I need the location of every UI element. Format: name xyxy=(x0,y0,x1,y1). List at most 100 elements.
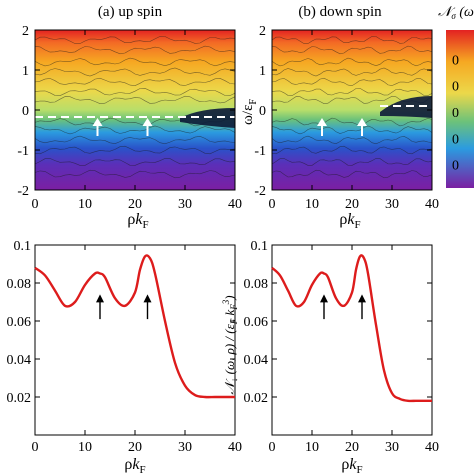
y-tick-label: -1 xyxy=(254,144,266,159)
contour-line xyxy=(34,67,236,77)
line-d-ticks: 0.1 0.08 0.06 0.04 0.02 0 10 20 30 40 xyxy=(244,239,440,455)
x-tick-label: 0 xyxy=(32,440,39,455)
line-c-arrows xyxy=(96,294,152,320)
contour-line xyxy=(34,125,236,135)
x-tick-label: 40 xyxy=(425,440,439,455)
heatmap-panel-up-spin: (a) up spin 210-1-2 0 10 20 30 40 ρkF xyxy=(17,4,242,231)
arrow-head xyxy=(317,118,327,126)
panel-d-ylabel: 𝒩↓ (ω, ρ) / (εF kF3) xyxy=(221,295,239,394)
arrow-head xyxy=(320,294,328,303)
colorbar-ticks: 0 0 0 0 0 xyxy=(452,53,459,173)
contour-line xyxy=(271,36,433,44)
panel-b-ylabel: ω/εF xyxy=(240,99,259,125)
line-d-series xyxy=(271,254,432,403)
y-tick-label: -2 xyxy=(254,184,266,199)
contour-line xyxy=(271,135,433,145)
colorbar-label: 𝒩σ (ω, ρ) / xyxy=(438,5,474,21)
heatmap-b-contours xyxy=(271,36,433,179)
line-d-arrows xyxy=(320,294,366,320)
line-c-series xyxy=(34,254,235,399)
contour-line xyxy=(271,77,433,87)
contour-line xyxy=(34,57,236,67)
panel-c-xlabel: ρkF xyxy=(124,456,145,474)
contour-line xyxy=(34,95,236,105)
contour-line xyxy=(34,158,236,166)
y-tick-label: 0.08 xyxy=(7,277,32,292)
line-panel-up-spin: 0.1 0.08 0.06 0.04 0.02 0 10 20 30 40 ρkF xyxy=(7,239,243,474)
line-c-frame xyxy=(34,244,236,436)
colorbar-tick-label: 0 xyxy=(452,80,459,95)
line-d-frame xyxy=(271,244,433,436)
contour-line xyxy=(34,36,236,44)
contour-line xyxy=(271,87,433,97)
x-tick-label: 10 xyxy=(78,440,92,455)
contour-line xyxy=(34,169,236,179)
panel-a-xlabel: ρkF xyxy=(127,211,148,231)
panel-b-title: (b) down spin xyxy=(298,4,382,20)
y-tick-label: -2 xyxy=(17,184,29,199)
heatmap-a-xticks: 0 10 20 30 40 xyxy=(32,30,242,212)
y-tick-label: 0.02 xyxy=(7,391,32,406)
y-tick-label: -1 xyxy=(17,144,29,159)
colorbar: 𝒩σ (ω, ρ) / 0 0 0 0 0 xyxy=(438,5,474,188)
colorbar-tick-label: 0 xyxy=(452,132,459,147)
x-tick-label: 0 xyxy=(269,440,276,455)
contour-line xyxy=(34,77,236,87)
y-tick-label: 0 xyxy=(259,104,266,119)
y-tick-label: 0 xyxy=(22,104,29,119)
y-tick-label: 0.04 xyxy=(244,353,269,368)
heatmap-a-field xyxy=(35,30,235,190)
x-tick-label: 20 xyxy=(345,440,359,455)
heatmap-a-contours xyxy=(34,36,236,179)
x-tick-label: 20 xyxy=(345,197,359,212)
x-tick-label: 30 xyxy=(385,440,399,455)
line-panel-down-spin: 0.1 0.08 0.06 0.04 0.02 0 10 20 30 40 ρkF 𝒩↓ (ω, … xyxy=(221,239,439,474)
arrow-head xyxy=(96,294,104,303)
arrow-head xyxy=(357,118,367,126)
arrow-head xyxy=(142,118,153,126)
x-tick-label: 40 xyxy=(228,197,242,212)
x-tick-label: 30 xyxy=(178,440,192,455)
x-tick-label: 10 xyxy=(305,197,319,212)
contour-line xyxy=(34,145,236,155)
arrow-head xyxy=(92,118,103,126)
heatmap-b-arrows xyxy=(317,118,367,136)
panel-b-xlabel: ρkF xyxy=(339,211,360,231)
panel-d-xlabel: ρkF xyxy=(341,456,362,474)
y-tick-label: 0.1 xyxy=(251,239,269,254)
contour-line xyxy=(271,145,433,155)
contour-line xyxy=(34,45,236,55)
colorbar-tick-label: 0 xyxy=(452,53,459,68)
x-tick-label: 30 xyxy=(385,197,399,212)
contour-line xyxy=(271,117,433,127)
contour-line xyxy=(271,158,433,166)
x-tick-label: 10 xyxy=(305,440,319,455)
panel-a-title: (a) up spin xyxy=(98,4,163,20)
y-tick-label: 0.04 xyxy=(7,353,32,368)
x-tick-label: 20 xyxy=(128,440,142,455)
colorbar-gradient xyxy=(446,30,474,188)
x-tick-label: 40 xyxy=(228,440,242,455)
x-tick-label: 40 xyxy=(425,197,439,212)
x-tick-label: 0 xyxy=(32,197,39,212)
colorbar-tick-label: 0 xyxy=(452,106,459,121)
y-tick-label: 0.06 xyxy=(244,315,269,330)
y-tick-label: 0.08 xyxy=(244,277,269,292)
x-tick-label: 10 xyxy=(78,197,92,212)
contour-line xyxy=(34,135,236,145)
arrow-head xyxy=(143,294,152,303)
contour-line xyxy=(271,57,433,67)
heatmap-a-yticks: 2 1 0 -1 -2 xyxy=(17,24,235,199)
colorbar-tick-label: 0 xyxy=(452,159,459,174)
arrow-head xyxy=(358,294,366,303)
y-tick-label: 2 xyxy=(22,24,29,39)
contour-line xyxy=(271,125,433,135)
contour-line xyxy=(34,87,236,97)
heatmap-a-arrows xyxy=(92,118,153,136)
x-tick-label: 0 xyxy=(269,197,276,212)
heatmap-b-xticks: 0 10 20 30 40 xyxy=(269,30,439,212)
contour-line xyxy=(271,169,433,179)
contour-line xyxy=(271,67,433,77)
x-tick-label: 20 xyxy=(128,197,142,212)
